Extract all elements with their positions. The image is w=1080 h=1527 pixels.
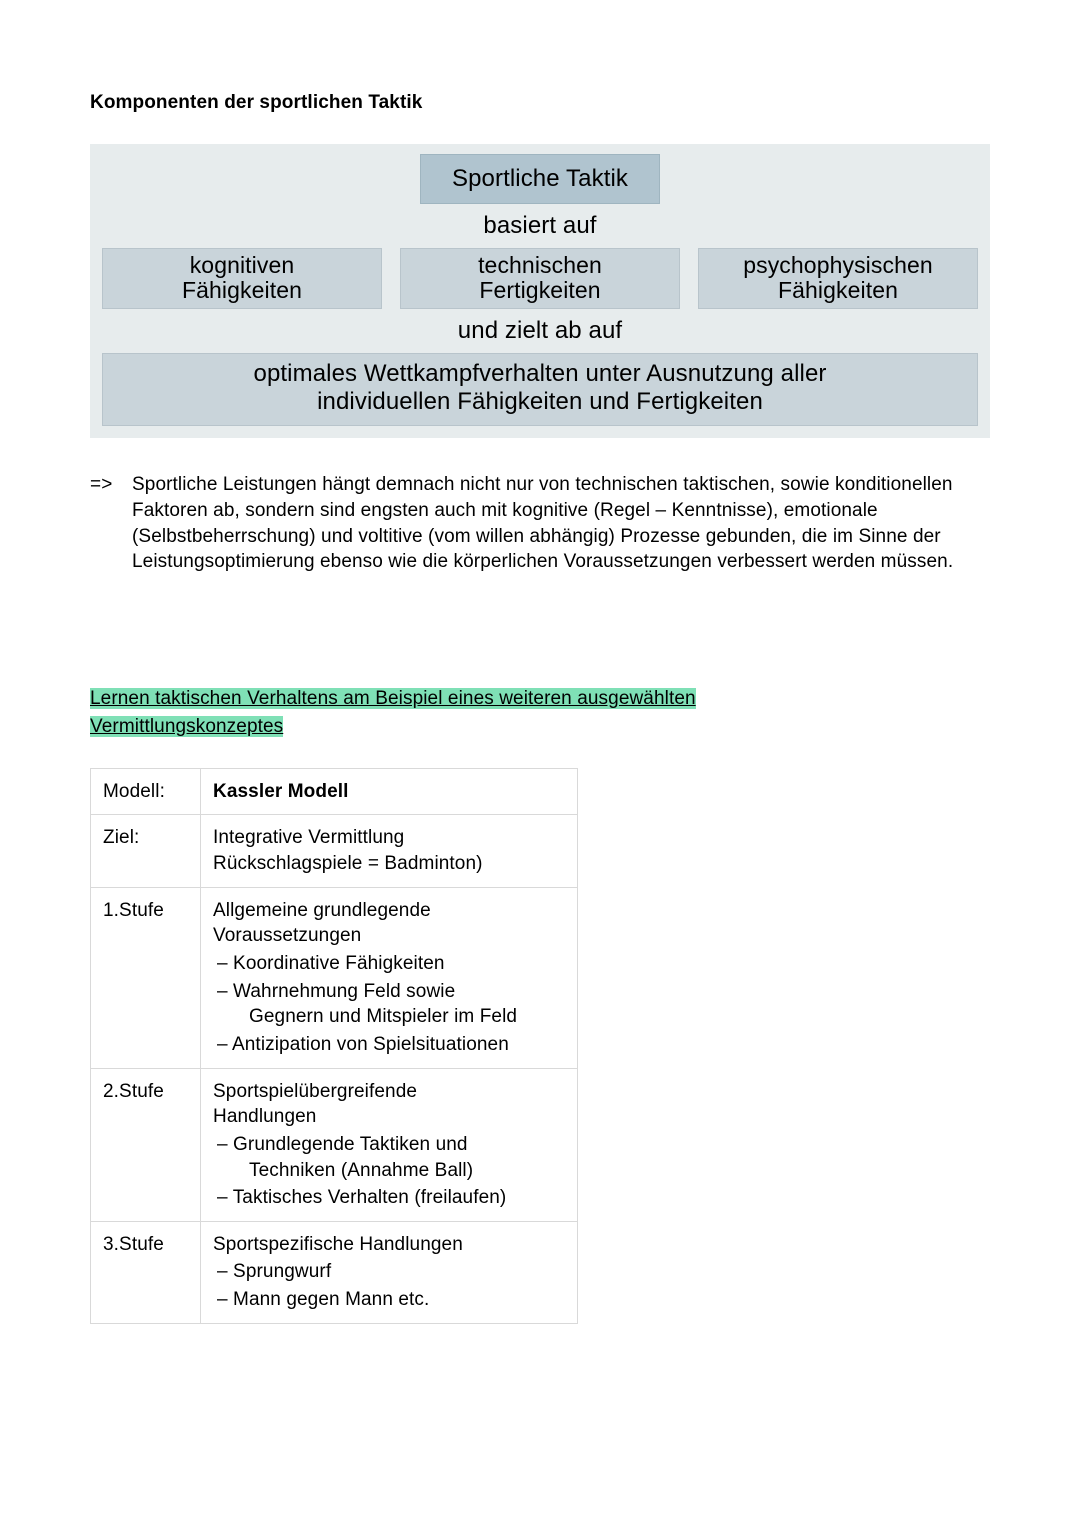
bullet: – Grundlegende Taktiken und	[213, 1132, 565, 1158]
diagram-link-2: und zielt ab auf	[102, 309, 978, 353]
bullet: – Koordinative Fähigkeiten	[213, 951, 565, 977]
cell-label: 2.Stufe	[91, 1068, 201, 1221]
text: technischen	[478, 252, 602, 278]
text: Integrative Vermittlung	[213, 827, 404, 848]
text: Rückschlagspiele = Badminton)	[213, 853, 483, 874]
arrow-icon: =>	[90, 472, 132, 575]
cell-value: Sportspezifische Handlungen – Sprungwurf…	[201, 1221, 578, 1323]
section-heading-line: Lernen taktischen Verhaltens am Beispiel…	[90, 688, 696, 709]
cell-label: Modell:	[91, 768, 201, 815]
tactic-diagram: Sportliche Taktik basiert auf kognitiven…	[90, 144, 990, 439]
page-title: Komponenten der sportlichen Taktik	[90, 90, 990, 116]
text: Sportspielübergreifende	[213, 1079, 565, 1105]
diagram-col-cognitive: kognitiven Fähigkeiten	[102, 248, 382, 308]
bullet-cont: Techniken (Annahme Ball)	[213, 1158, 565, 1184]
table-row: Ziel: Integrative Vermittlung Rückschlag…	[91, 815, 578, 887]
bullet: – Mann gegen Mann etc.	[213, 1287, 565, 1313]
diagram-bottom-box: optimales Wettkampfverhalten unter Ausnu…	[102, 353, 978, 426]
text: Allgemeine grundlegende	[213, 898, 565, 924]
text: Fähigkeiten	[182, 277, 302, 303]
text: individuellen Fähigkeiten und Fertigkeit…	[317, 388, 763, 415]
cell-label: Ziel:	[91, 815, 201, 887]
text: optimales Wettkampfverhalten unter Ausnu…	[254, 360, 827, 387]
text: psychophysischen	[743, 252, 933, 278]
text: kognitiven	[190, 252, 295, 278]
bullet: – Wahrnehmung Feld sowie	[213, 979, 565, 1005]
text: Fertigkeiten	[479, 277, 600, 303]
cell-label: 3.Stufe	[91, 1221, 201, 1323]
cell-value: Integrative Vermittlung Rückschlagspiele…	[201, 815, 578, 887]
paragraph-text: Sportliche Leistungen hängt demnach nich…	[132, 472, 990, 575]
text: Fähigkeiten	[778, 277, 898, 303]
table-row: 3.Stufe Sportspezifische Handlungen – Sp…	[91, 1221, 578, 1323]
text: Handlungen	[213, 1104, 565, 1130]
bullet: – Sprungwurf	[213, 1259, 565, 1285]
table-row: Modell: Kassler Modell	[91, 768, 578, 815]
diagram-col-psychophysical: psychophysischen Fähigkeiten	[698, 248, 978, 308]
table-row: 1.Stufe Allgemeine grundlegende Vorausse…	[91, 887, 578, 1068]
cell-value: Allgemeine grundlegende Voraussetzungen …	[201, 887, 578, 1068]
bullet-cont: Gegnern und Mitspieler im Feld	[213, 1004, 565, 1030]
diagram-col-technical: technischen Fertigkeiten	[400, 248, 680, 308]
section-heading-wrap: Lernen taktischen Verhaltens am Beispiel…	[90, 685, 990, 742]
text: Sportspezifische Handlungen	[213, 1232, 565, 1258]
table-row: 2.Stufe Sportspielübergreifende Handlung…	[91, 1068, 578, 1221]
cell-value: Sportspielübergreifende Handlungen – Gru…	[201, 1068, 578, 1221]
cell-label: 1.Stufe	[91, 887, 201, 1068]
kassler-model-table: Modell: Kassler Modell Ziel: Integrative…	[90, 768, 578, 1324]
summary-paragraph: => Sportliche Leistungen hängt demnach n…	[90, 472, 990, 575]
diagram-top-box: Sportliche Taktik	[420, 154, 660, 204]
section-heading-line: Vermittlungskonzeptes	[90, 716, 283, 737]
text: Voraussetzungen	[213, 923, 565, 949]
diagram-link-1: basiert auf	[102, 204, 978, 248]
bullet: – Taktisches Verhalten (freilaufen)	[213, 1185, 565, 1211]
bullet: – Antizipation von Spielsituationen	[213, 1032, 565, 1058]
cell-value: Kassler Modell	[201, 768, 578, 815]
